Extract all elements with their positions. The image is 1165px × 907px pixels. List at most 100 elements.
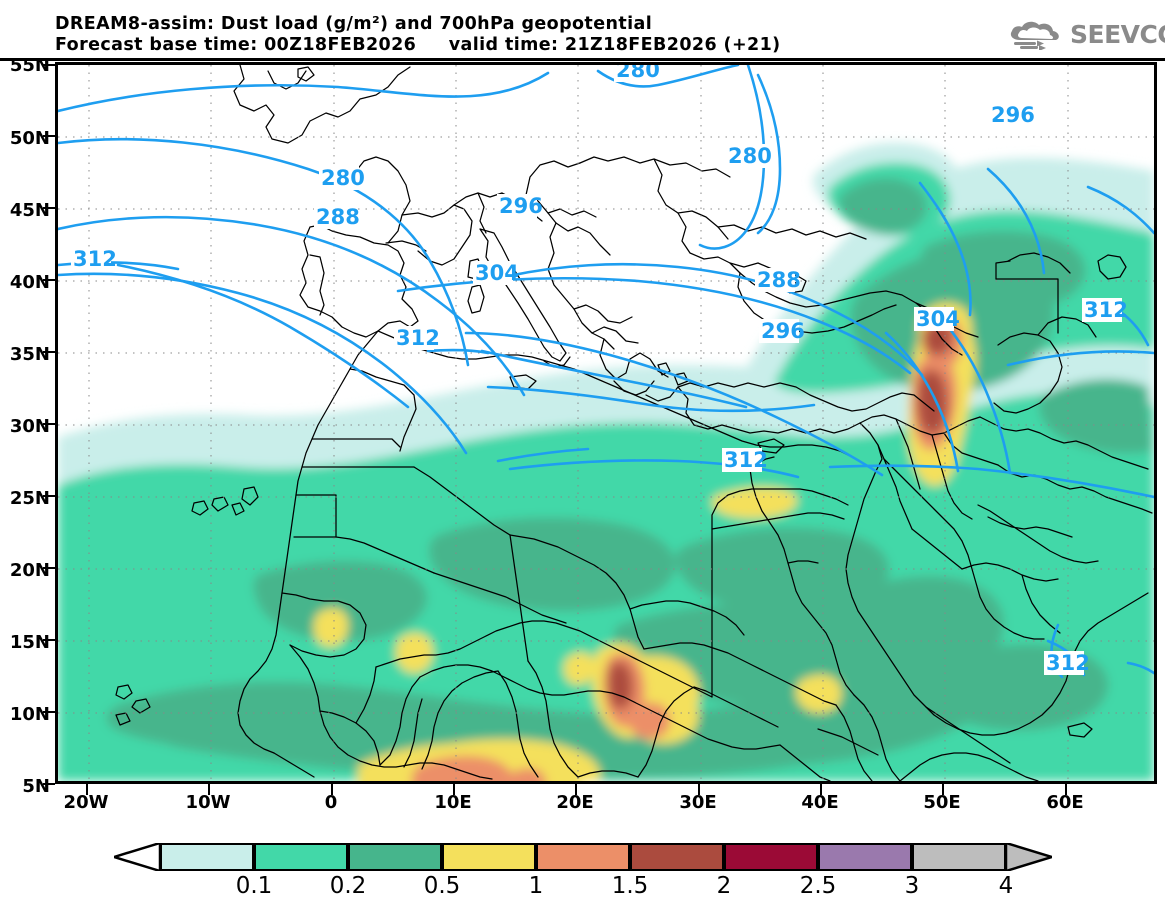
colorbar-tick-label: 1.5 xyxy=(611,873,649,899)
x-axis-tick xyxy=(1065,784,1067,795)
cloud-wind-icon xyxy=(1010,21,1059,50)
x-tick-label: 20E xyxy=(556,792,594,813)
contour-label: 280 xyxy=(319,166,365,190)
y-axis-tick xyxy=(43,783,55,785)
contour-label: 296 xyxy=(989,103,1035,127)
colorbar-swatch-0.5 xyxy=(348,843,442,871)
svg-text:296: 296 xyxy=(761,319,805,343)
contour-label-group: 280 280 280 288 288 296 296 296 304 304 … xyxy=(71,65,1128,675)
svg-text:304: 304 xyxy=(475,261,519,285)
x-tick-label: 60E xyxy=(1046,792,1084,813)
svg-text:288: 288 xyxy=(757,268,801,292)
y-axis-tick xyxy=(43,639,55,641)
contour-label: 288 xyxy=(755,268,801,292)
x-tick-label: 0 xyxy=(324,792,338,813)
header-divider xyxy=(0,58,1165,61)
colorbar-swatch-1 xyxy=(442,843,536,871)
colorbar: 0.1 0.2 0.5 1 1.5 2 2.5 3 4 xyxy=(114,843,1052,899)
chart-title-line2: Forecast base time: 00Z18FEB2026 valid t… xyxy=(55,35,781,55)
svg-text:312: 312 xyxy=(724,448,768,472)
colorbar-tick-label: 0.2 xyxy=(329,873,367,899)
y-tick-label: 25N xyxy=(9,488,50,509)
colorbar-swatch-0.1 xyxy=(160,843,254,871)
colorbar-over-arrow xyxy=(1006,843,1052,871)
colorbar-tick-label: 4 xyxy=(998,873,1014,899)
y-tick-label: 45N xyxy=(9,200,50,221)
y-tick-label: 10N xyxy=(9,704,50,725)
x-tick-label: 40E xyxy=(801,792,839,813)
y-tick-label: 50N xyxy=(9,128,50,149)
contour-label: 304 xyxy=(914,307,960,331)
svg-text:312: 312 xyxy=(396,326,440,350)
svg-text:280: 280 xyxy=(728,144,772,168)
contour-label: 296 xyxy=(497,194,543,218)
contour-label: 312 xyxy=(1044,651,1090,675)
colorbar-tick-label: 1 xyxy=(528,873,544,899)
colorbar-swatch-2 xyxy=(630,843,724,871)
contour-label: 280 xyxy=(614,65,660,82)
x-tick-label: 10E xyxy=(434,792,472,813)
svg-text:280: 280 xyxy=(321,166,365,190)
colorbar-swatch-0.2 xyxy=(254,843,348,871)
colorbar-tick-label: 0.1 xyxy=(235,873,273,899)
y-axis-tick xyxy=(43,207,55,209)
y-axis-tick xyxy=(43,279,55,281)
dust-load-map: 280 280 280 288 288 296 296 296 304 304 … xyxy=(58,65,1154,781)
contour-label: 312 xyxy=(394,326,440,350)
x-tick-label: 30E xyxy=(679,792,717,813)
x-axis-tick xyxy=(575,784,577,795)
contour-label: 304 xyxy=(473,261,519,285)
logo-text: SEEVCCC xyxy=(1070,20,1165,49)
y-tick-label: 30N xyxy=(9,416,50,437)
y-axis-tick xyxy=(43,495,55,497)
colorbar-tick-label: 0.5 xyxy=(423,873,461,899)
colorbar-swatch-4 xyxy=(912,843,1006,871)
contour-label: 280 xyxy=(726,144,772,168)
map-canvas: 280 280 280 288 288 296 296 296 304 304 … xyxy=(58,65,1154,781)
svg-text:288: 288 xyxy=(316,205,360,229)
y-axis-tick xyxy=(43,711,55,713)
svg-text:312: 312 xyxy=(73,247,117,271)
colorbar-tick-label: 2 xyxy=(716,873,732,899)
header: DREAM8-assim: Dust load (g/m²) and 700hP… xyxy=(0,0,1165,61)
y-tick-label: 5N xyxy=(22,776,50,797)
x-tick-label: 50E xyxy=(923,792,961,813)
y-axis-tick xyxy=(43,423,55,425)
dust-load-contour-fill xyxy=(58,142,1154,781)
svg-text:304: 304 xyxy=(916,307,960,331)
y-axis-tick xyxy=(43,135,55,137)
x-axis-tick xyxy=(820,784,822,795)
x-tick-label: 10W xyxy=(185,792,231,813)
x-axis-tick xyxy=(942,784,944,795)
x-axis-tick xyxy=(698,784,700,795)
x-axis-tick xyxy=(331,784,333,795)
y-tick-label: 40N xyxy=(9,272,50,293)
map-plot-area: 280 280 280 288 288 296 296 296 304 304 … xyxy=(55,62,1157,784)
colorbar-tick-label: 2.5 xyxy=(799,873,837,899)
contour-label: 312 xyxy=(722,448,768,472)
y-tick-label: 15N xyxy=(9,632,50,653)
y-tick-label: 55N xyxy=(9,55,50,76)
svg-text:296: 296 xyxy=(499,194,543,218)
colorbar-tick-label: 3 xyxy=(904,873,920,899)
svg-text:312: 312 xyxy=(1084,298,1128,322)
seevccc-logo: SEEVCCC xyxy=(1006,14,1165,54)
x-tick-label: 20W xyxy=(63,792,109,813)
contour-label: 296 xyxy=(759,319,805,343)
contour-label: 312 xyxy=(71,247,117,271)
chart-title-line1: DREAM8-assim: Dust load (g/m²) and 700hP… xyxy=(55,14,653,34)
colorbar-swatch-3 xyxy=(818,843,912,871)
colorbar-swatch-2.5 xyxy=(724,843,818,871)
map-country-borders xyxy=(115,65,1153,781)
svg-text:296: 296 xyxy=(991,103,1035,127)
svg-text:312: 312 xyxy=(1046,651,1090,675)
y-axis-tick xyxy=(43,567,55,569)
x-axis-tick xyxy=(86,784,88,795)
y-tick-label: 35N xyxy=(9,344,50,365)
x-axis-tick xyxy=(208,784,210,795)
colorbar-swatch-1.5 xyxy=(536,843,630,871)
colorbar-under-arrow xyxy=(114,843,160,871)
contour-label: 312 xyxy=(1082,298,1128,322)
y-axis-tick xyxy=(43,351,55,353)
y-tick-label: 20N xyxy=(9,560,50,581)
